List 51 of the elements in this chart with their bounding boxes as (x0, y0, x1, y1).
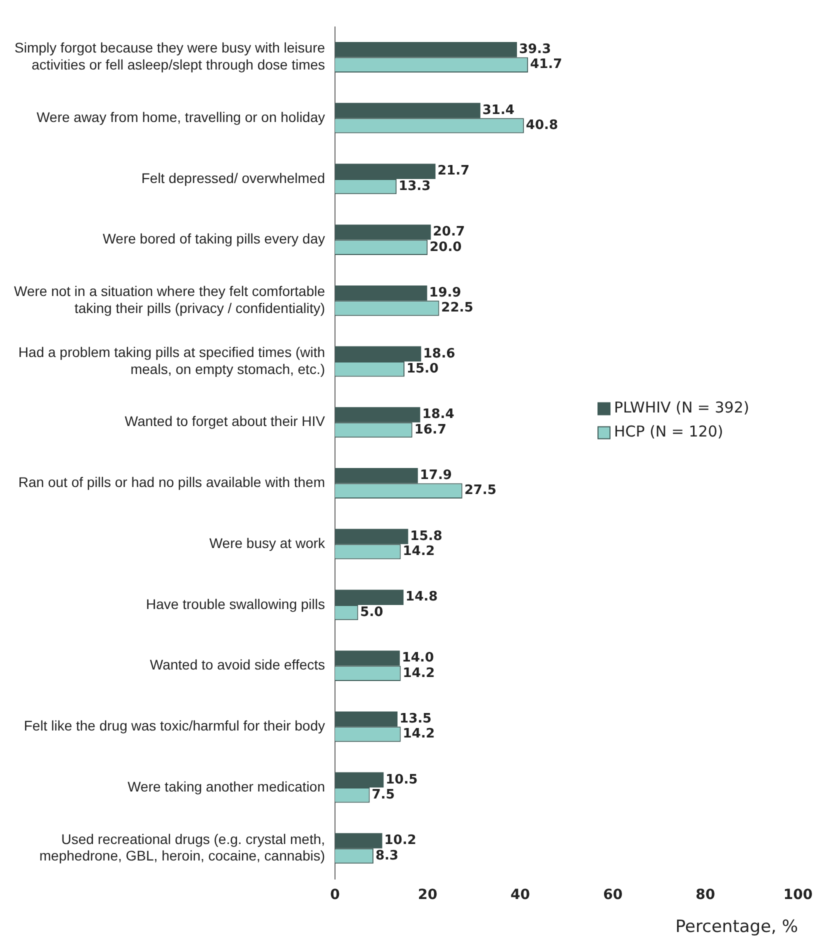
y-tick-label: Had a problem taking pills at specified times (with meals, on empty stomach, etc.) (18, 344, 326, 377)
x-tick-label: 80 (696, 886, 716, 903)
data-label: 8.3 (375, 848, 398, 864)
y-tick-label: Were bored of taking pills every day (102, 230, 326, 247)
data-label: 16.7 (414, 422, 446, 438)
data-label: 14.8 (406, 590, 438, 605)
x-tick-label: 60 (603, 886, 623, 903)
data-label: 20.0 (430, 240, 462, 255)
data-label: 31.4 (482, 102, 514, 118)
data-label: 18.4 (422, 407, 454, 422)
x-tick-label: 40 (510, 886, 530, 903)
x-tick-label: 100 (783, 886, 813, 903)
data-label: 10.2 (384, 833, 416, 848)
y-tick-label: Were not in a situation where they felt comfortable taking their pills (privacy / confidentiality) (14, 283, 326, 316)
data-label: 14.0 (402, 650, 434, 666)
data-label: 14.2 (402, 544, 435, 560)
data-label: 13.3 (398, 178, 431, 194)
y-tick-label: Have trouble swallowing pills (146, 596, 326, 612)
data-label: 15.0 (406, 361, 439, 376)
data-label: 18.6 (423, 346, 456, 362)
y-tick-label: Were busy at work (209, 534, 326, 551)
y-tick-label: Ran out of pills or had no pills available with them (18, 474, 326, 490)
legend-label: PLWHIV (N = 392) (614, 398, 750, 417)
x-tick-label: 20 (418, 886, 438, 903)
data-label: 27.5 (464, 483, 496, 498)
data-label: 39.3 (518, 42, 552, 57)
y-tick-label: Were away from home, travelling or on holiday (36, 108, 326, 125)
data-label: 14.2 (402, 726, 435, 742)
data-label: 13.5 (400, 711, 432, 726)
y-tick-label: Felt depressed/ overwhelmed (141, 170, 326, 186)
data-label: 10.5 (386, 772, 418, 788)
data-label: 20.7 (432, 224, 465, 240)
data-label: 14.2 (402, 666, 435, 681)
y-tick-label: Were taking another medication (128, 778, 326, 794)
y-tick-label: Wanted to forget about their HIV (124, 413, 326, 430)
y-tick-label: Wanted to avoid side effects (150, 656, 326, 673)
data-label: 21.7 (437, 164, 470, 179)
x-tick-label: 0 (330, 886, 340, 903)
y-tick-label: Simply forgot because they were busy with leisure activities or fell asleep/slept through dose times (14, 40, 326, 72)
data-label: 5.0 (360, 604, 384, 620)
y-tick-label: Felt like the drug was toxic/harmful for their body (24, 718, 326, 734)
y-tick-label: Used recreational drugs (e.g. crystal meth, mephedrone, GBL, heroin, cocaine, cannabis) (39, 830, 326, 864)
x-axis-title: Percentage, % (675, 917, 798, 938)
data-label: 15.8 (410, 528, 442, 544)
data-label: 40.8 (526, 118, 558, 134)
data-label: 7.5 (372, 787, 395, 802)
data-label: 17.9 (420, 468, 452, 483)
legend-label: HCP (N = 120) (614, 422, 724, 441)
data-label: 19.9 (429, 285, 462, 300)
data-label: 41.7 (530, 57, 562, 72)
data-label: 22.5 (441, 300, 474, 316)
